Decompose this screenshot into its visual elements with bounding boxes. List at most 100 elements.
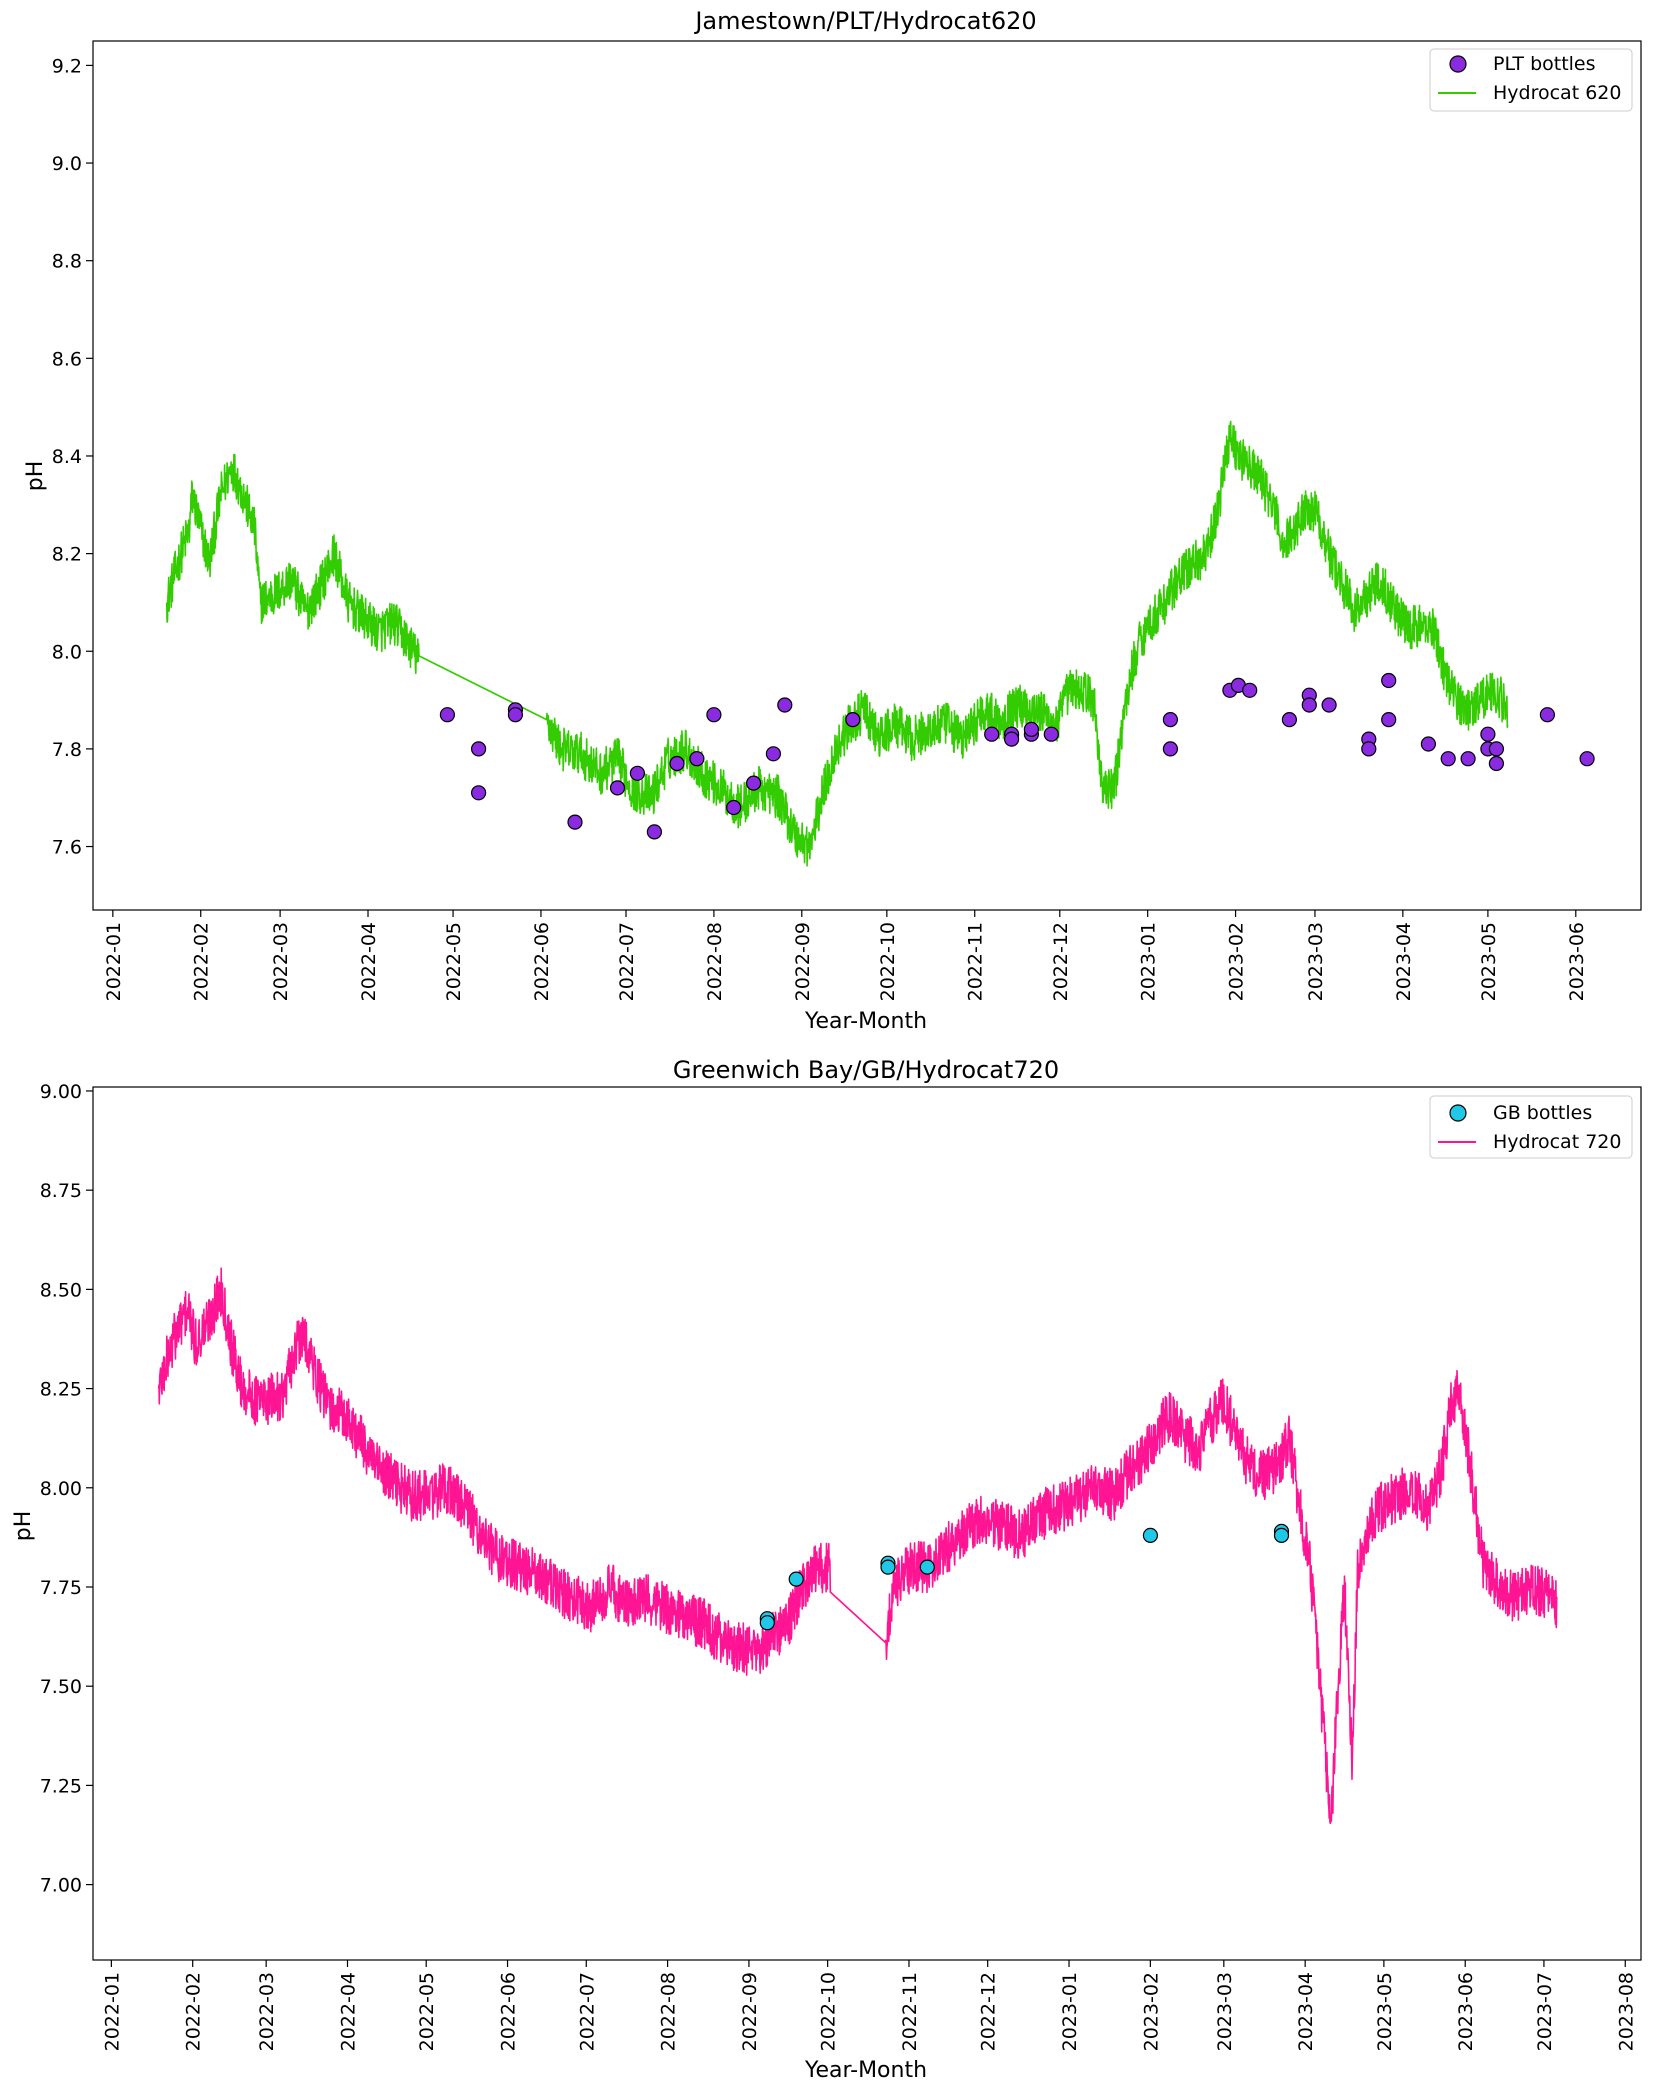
y-tick-label: 8.75 xyxy=(40,1180,82,1202)
x-tick-label: 2022-04 xyxy=(338,1972,360,2051)
x-tick-label: 2022-12 xyxy=(978,1972,1000,2051)
y-tick-label: 7.50 xyxy=(40,1676,82,1698)
x-tick-label: 2023-01 xyxy=(1138,922,1160,1001)
legend-label: GB bottles xyxy=(1493,1102,1592,1124)
y-axis-label: pH xyxy=(11,1511,36,1542)
series-line-hydrocat-620 xyxy=(165,420,1509,867)
y-tick-label: 8.50 xyxy=(40,1279,82,1301)
y-tick-label: 7.75 xyxy=(40,1577,82,1599)
data-point xyxy=(1361,741,1377,757)
y-tick-label: 8.00 xyxy=(40,1478,82,1500)
x-tick-label: 2023-05 xyxy=(1478,922,1500,1001)
y-tick-label: 9.0 xyxy=(52,153,82,175)
data-point xyxy=(984,726,1000,742)
x-tick-label: 2023-08 xyxy=(1615,1972,1637,2051)
x-tick-label: 2023-04 xyxy=(1393,922,1415,1001)
y-tick-label: 9.00 xyxy=(40,1081,82,1103)
plot-frame xyxy=(92,1086,1642,1961)
y-tick-label: 8.8 xyxy=(52,251,82,273)
data-point xyxy=(745,775,762,791)
series-line-hydrocat-720 xyxy=(157,1267,1558,1825)
data-point xyxy=(759,1615,775,1631)
x-tick-label: 2023-04 xyxy=(1295,1972,1317,2051)
x-tick-label: 2022-06 xyxy=(498,1972,520,2051)
data-point xyxy=(669,755,685,772)
x-tick-label: 2022-11 xyxy=(899,1972,921,2051)
x-tick-label: 2022-10 xyxy=(877,922,899,1001)
data-point xyxy=(1162,741,1179,757)
data-point xyxy=(471,785,487,801)
y-tick-label: 9.2 xyxy=(52,55,82,77)
x-tick-label: 2023-01 xyxy=(1059,1972,1081,2051)
legend-marker-gb-bottles xyxy=(1449,1104,1467,1122)
y-tick-label: 7.00 xyxy=(40,1875,82,1897)
data-point xyxy=(507,707,524,723)
x-tick-label: 2022-05 xyxy=(416,1972,438,2051)
data-point xyxy=(1242,682,1258,698)
x-tick-label: 2023-05 xyxy=(1374,1972,1396,2051)
legend: PLT bottles Hydrocat 620 xyxy=(1429,48,1633,112)
y-tick-label: 7.8 xyxy=(52,739,82,761)
data-point xyxy=(1579,751,1595,767)
x-tick-label: 2022-05 xyxy=(443,922,465,1001)
data-point xyxy=(439,707,455,723)
x-tick-label: 2023-03 xyxy=(1305,922,1327,1001)
data-point xyxy=(726,799,742,816)
legend-label: Hydrocat 720 xyxy=(1493,1131,1621,1153)
x-tick-label: 2023-06 xyxy=(1566,922,1588,1001)
legend-label: PLT bottles xyxy=(1493,53,1596,75)
x-tick-label: 2022-12 xyxy=(1050,922,1072,1001)
data-point xyxy=(777,697,793,713)
x-tick-label: 2022-06 xyxy=(531,922,553,1001)
data-point xyxy=(1273,1527,1290,1544)
y-axis-label: pH xyxy=(23,461,48,492)
data-point xyxy=(788,1571,804,1587)
data-point xyxy=(567,814,583,830)
data-point xyxy=(1440,751,1456,767)
plot-frame xyxy=(92,40,1642,911)
y-tick-label: 7.6 xyxy=(52,837,82,859)
y-axis-ticks: 7.00 7.25 7.50 7.75 8.00 8.25 8.50 8.75 9.00 xyxy=(40,1081,93,1897)
x-tick-label: 2022-09 xyxy=(739,1972,761,2051)
x-tick-label: 2023-06 xyxy=(1455,1972,1477,2051)
x-axis-ticks: 2022-01 2022-02 2022-03 2022-04 2022-05 2022-… xyxy=(101,1960,1637,2051)
y-tick-label: 8.4 xyxy=(52,446,82,468)
data-point xyxy=(706,707,722,723)
data-point xyxy=(919,1559,935,1575)
data-point xyxy=(1281,711,1298,728)
data-point xyxy=(1023,721,1040,738)
plot-area xyxy=(92,1086,1642,1961)
x-tick-label: 2022-01 xyxy=(103,922,125,1001)
x-tick-label: 2022-04 xyxy=(358,922,380,1001)
data-point xyxy=(629,765,646,781)
x-tick-label: 2022-03 xyxy=(256,1972,278,2051)
x-tick-label: 2023-07 xyxy=(1534,1972,1556,2051)
data-point xyxy=(765,746,782,762)
data-point xyxy=(646,824,663,840)
y-tick-label: 7.25 xyxy=(40,1775,82,1797)
x-tick-label: 2022-10 xyxy=(818,1972,840,2051)
data-point xyxy=(1420,736,1437,752)
x-axis-label: Year-Month xyxy=(804,1009,927,1034)
data-point xyxy=(1321,697,1337,713)
x-tick-label: 2023-02 xyxy=(1226,922,1248,1001)
y-tick-label: 8.6 xyxy=(52,348,82,370)
x-tick-label: 2022-03 xyxy=(270,922,292,1001)
data-point xyxy=(1488,741,1505,757)
data-point xyxy=(1162,711,1179,728)
data-point xyxy=(471,741,487,757)
data-point xyxy=(1381,711,1397,728)
data-point xyxy=(609,780,626,796)
data-point xyxy=(880,1559,896,1575)
x-tick-label: 2023-03 xyxy=(1214,1972,1236,2051)
x-tick-label: 2022-01 xyxy=(101,1972,123,2051)
x-tick-label: 2022-11 xyxy=(965,922,987,1001)
y-tick-label: 8.2 xyxy=(52,544,82,566)
legend-label: Hydrocat 620 xyxy=(1493,82,1621,104)
data-point xyxy=(1480,726,1496,742)
data-point xyxy=(1488,755,1505,772)
x-tick-label: 2022-07 xyxy=(576,1972,598,2051)
x-tick-label: 2022-08 xyxy=(658,1972,680,2051)
data-point xyxy=(845,711,861,728)
